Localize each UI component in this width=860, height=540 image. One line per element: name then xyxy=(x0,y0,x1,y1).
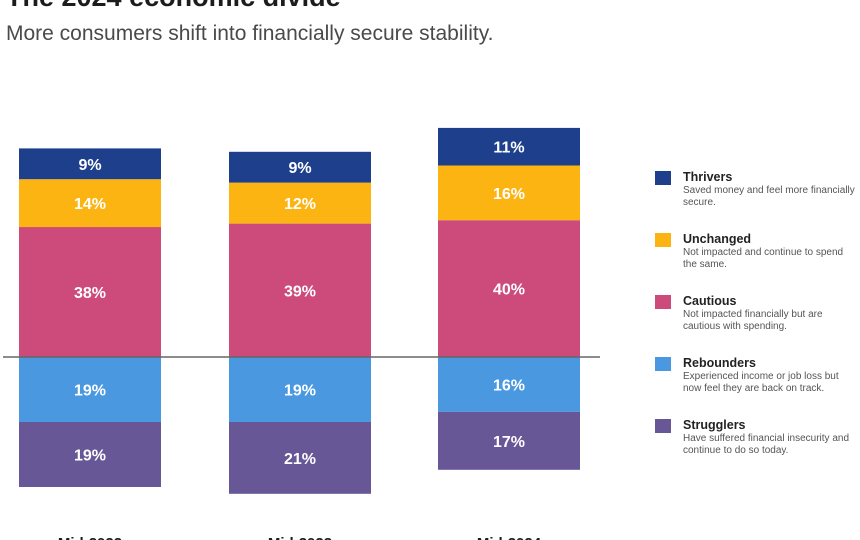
bar-value-rebounders-mid-2024: 16% xyxy=(493,377,525,394)
bar-stack-mid-2024: 17% 16% 40% 16% 11% xyxy=(438,127,580,470)
category-label-mid-2023: Mid-2023 xyxy=(268,535,332,540)
bar-unchanged-mid-2024 xyxy=(438,165,580,221)
legend-name-thrivers: Thrivers xyxy=(683,170,733,184)
bar-cautious-mid-2022 xyxy=(19,227,161,357)
legend-description-rebounders: Experienced income or job loss but now f… xyxy=(683,371,839,394)
bar-value-thrivers-mid-2023: 9% xyxy=(288,160,311,177)
bar-value-thrivers-mid-2022: 9% xyxy=(78,157,101,174)
bar-cautious-mid-2023 xyxy=(229,223,371,357)
bar-value-rebounders-mid-2022: 19% xyxy=(74,383,106,400)
legend-name-strugglers: Strugglers xyxy=(683,418,746,432)
bar-rebounders-mid-2023 xyxy=(229,357,371,422)
legend-name-cautious: Cautious xyxy=(683,294,737,308)
bar-unchanged-mid-2023 xyxy=(229,182,371,224)
bar-value-unchanged-mid-2024: 16% xyxy=(493,186,525,203)
bar-thrivers-mid-2024 xyxy=(438,127,580,166)
legend-swatch-rebounders xyxy=(655,357,671,371)
category-label-mid-2022: Mid-2022 xyxy=(58,535,122,540)
bar-value-thrivers-mid-2024: 11% xyxy=(493,140,524,157)
bar-unchanged-mid-2022 xyxy=(19,179,161,228)
bar-value-cautious-mid-2024: 40% xyxy=(493,282,525,299)
bar-value-strugglers-mid-2023: 21% xyxy=(284,451,316,468)
bar-stack-mid-2022: 19% 19% 38% 14% 9% xyxy=(19,148,161,487)
legend-description-unchanged: Not impacted and continue to spend the s… xyxy=(683,247,844,270)
bar-thrivers-mid-2023 xyxy=(229,151,371,183)
bar-value-unchanged-mid-2022: 14% xyxy=(74,196,106,213)
bar-rebounders-mid-2022 xyxy=(19,357,161,422)
bar-rebounders-mid-2024 xyxy=(438,357,580,412)
legend-swatch-unchanged xyxy=(655,233,671,247)
legend-description-cautious: Not impacted financially but are cautiou… xyxy=(683,309,823,332)
legend-name-rebounders: Rebounders xyxy=(683,356,756,370)
legend-description-strugglers: Have suffered financial insecurity and c… xyxy=(683,433,850,456)
bar-value-cautious-mid-2023: 39% xyxy=(284,283,316,300)
bar-stack-mid-2023: 21% 19% 39% 12% 9% xyxy=(229,151,371,494)
legend-swatch-strugglers xyxy=(655,419,671,433)
chart-title: The 2024 economic divide xyxy=(6,0,341,13)
legend-swatch-cautious xyxy=(655,295,671,309)
bar-value-strugglers-mid-2022: 19% xyxy=(74,448,106,465)
bar-cautious-mid-2024 xyxy=(438,220,580,357)
bar-value-cautious-mid-2022: 38% xyxy=(74,285,106,302)
legend-swatch-thrivers xyxy=(655,171,671,185)
legend-description-thrivers: Saved money and feel more financially se… xyxy=(683,185,855,208)
legend-name-unchanged: Unchanged xyxy=(683,232,752,246)
bar-thrivers-mid-2022 xyxy=(19,148,161,180)
bar-value-unchanged-mid-2023: 12% xyxy=(284,196,316,213)
category-label-mid-2024: Mid-2024 xyxy=(477,535,542,540)
bar-strugglers-mid-2023 xyxy=(229,422,371,494)
bar-strugglers-mid-2024 xyxy=(438,411,580,470)
chart-subtitle: More consumers shift into financially se… xyxy=(6,22,494,45)
bar-value-rebounders-mid-2023: 19% xyxy=(284,383,316,400)
bar-value-strugglers-mid-2024: 17% xyxy=(493,434,525,451)
bar-strugglers-mid-2022 xyxy=(19,422,161,487)
